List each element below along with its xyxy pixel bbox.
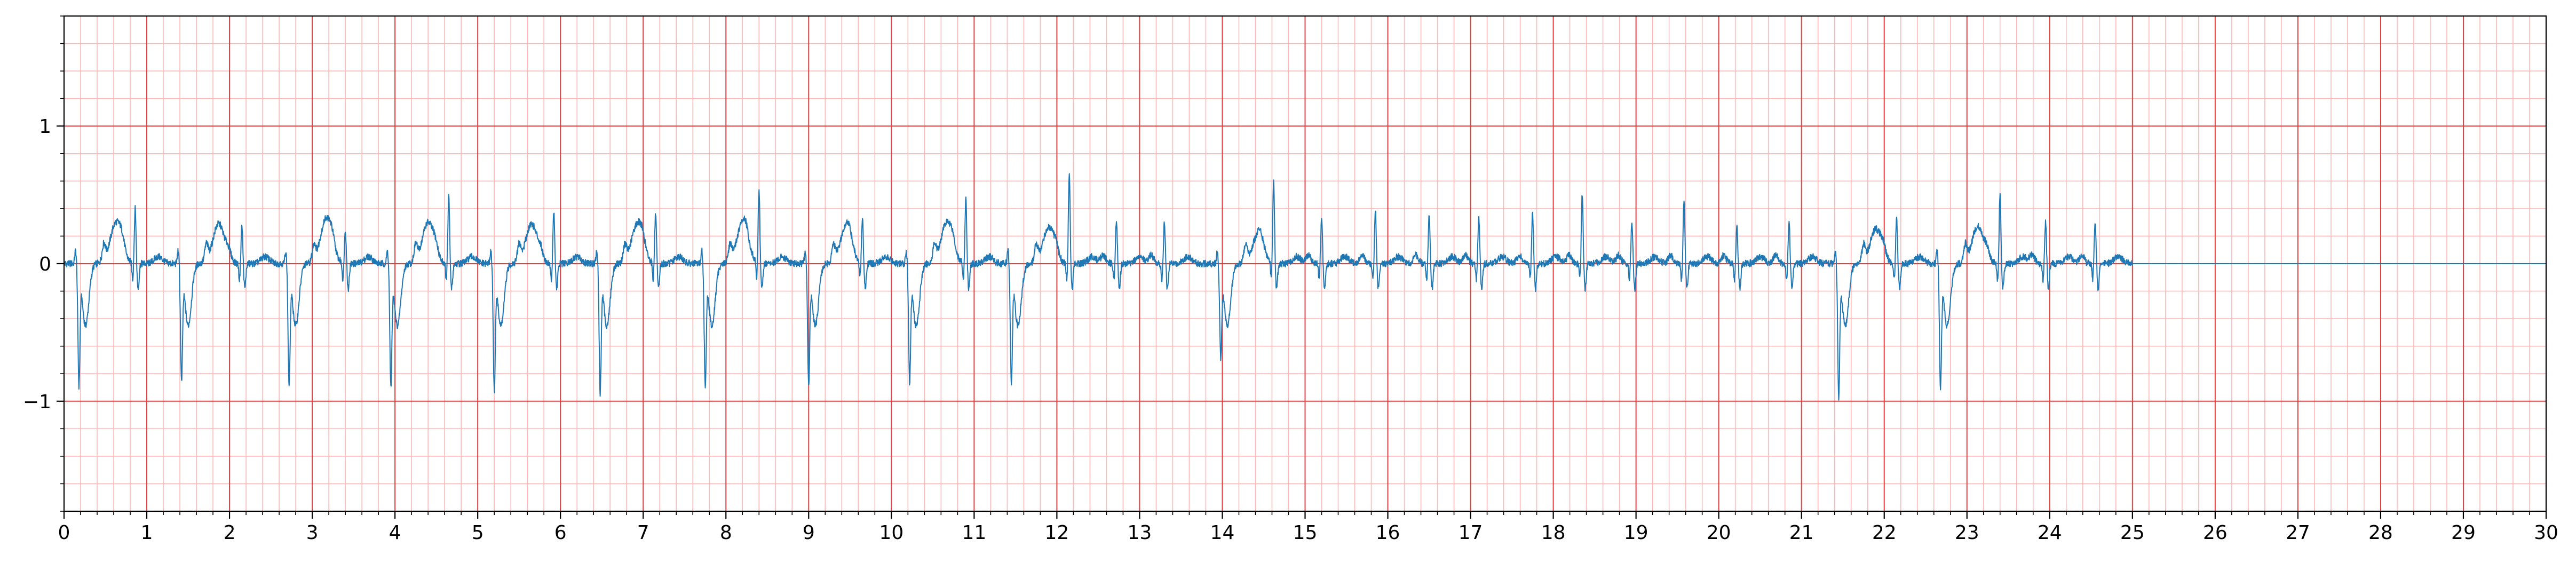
- x-tick-label: 10: [879, 522, 903, 544]
- axes-ticks: [57, 15, 2547, 519]
- x-tick-label: 24: [2038, 522, 2062, 544]
- x-tick-label: 18: [1541, 522, 1566, 544]
- x-tick-label: 7: [637, 522, 649, 544]
- x-tick-label: 27: [2286, 522, 2310, 544]
- x-tick-label: 0: [58, 522, 70, 544]
- x-tick-label: 16: [1376, 522, 1400, 544]
- x-tick-label: 19: [1624, 522, 1648, 544]
- x-tick-label: 22: [1872, 522, 1897, 544]
- x-tick-label: 8: [720, 522, 732, 544]
- y-tick-labels: −1 0 1: [23, 116, 51, 413]
- ecg-trace: [64, 173, 2547, 401]
- x-tick-label: 28: [2368, 522, 2393, 544]
- x-tick-label: 6: [554, 522, 567, 544]
- x-tick-label: 5: [472, 522, 484, 544]
- x-tick-label: 3: [306, 522, 319, 544]
- x-tick-label: 9: [803, 522, 815, 544]
- y-tick-label: −1: [23, 391, 51, 413]
- x-tick-label: 29: [2451, 522, 2476, 544]
- x-tick-label: 14: [1210, 522, 1235, 544]
- x-tick-label: 23: [1955, 522, 1979, 544]
- x-tick-label: 1: [141, 522, 153, 544]
- x-tick-label: 17: [1459, 522, 1483, 544]
- x-tick-label: 26: [2203, 522, 2228, 544]
- x-tick-label: 2: [224, 522, 236, 544]
- y-tick-label: 0: [39, 253, 51, 275]
- x-tick-label: 13: [1128, 522, 1152, 544]
- axes-frame: [63, 15, 2547, 512]
- x-tick-label: 25: [2120, 522, 2145, 544]
- x-tick-label: 4: [389, 522, 401, 544]
- x-tick-label: 15: [1293, 522, 1318, 544]
- x-tick-label: 20: [1707, 522, 1731, 544]
- y-tick-label: 1: [39, 116, 51, 138]
- x-tick-label: 21: [1789, 522, 1814, 544]
- x-tick-labels: 0 1 2 3 4 5 6 7 8 9 10 11 12 13 14 15 16 17 18 19 20 21 22 23 24…: [58, 522, 2558, 544]
- ecg-signal: [64, 173, 2547, 401]
- x-tick-label: 30: [2534, 522, 2558, 544]
- x-tick-label: 12: [1044, 522, 1069, 544]
- x-tick-label: 11: [962, 522, 986, 544]
